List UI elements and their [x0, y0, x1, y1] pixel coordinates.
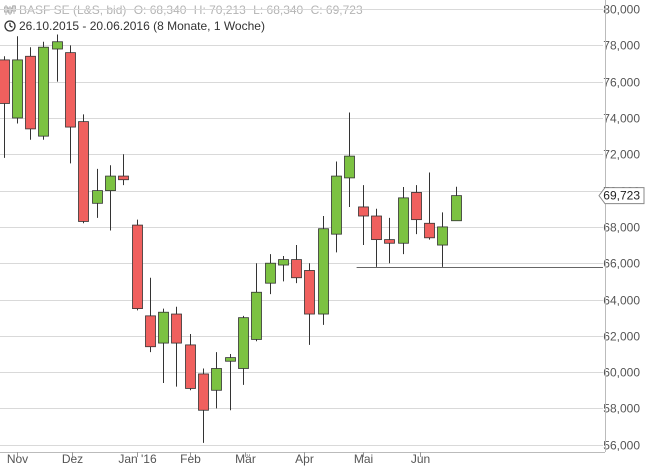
candle-body	[225, 357, 236, 362]
candle-body	[265, 262, 276, 284]
candle-body	[318, 228, 329, 315]
candle-body	[238, 317, 249, 369]
last-price-label: 69,723	[603, 189, 640, 203]
candle-body	[371, 215, 382, 241]
x-tick-label: Mai	[354, 452, 373, 466]
y-tick-label: 58,000	[603, 402, 640, 416]
candle-body	[437, 226, 448, 246]
candle-body	[0, 59, 10, 104]
candle-body	[52, 41, 63, 50]
y-tick-label: 64,000	[603, 294, 640, 308]
x-tick-label: Feb	[180, 452, 201, 466]
candle-body	[118, 175, 129, 181]
candle-body	[291, 259, 302, 279]
candle-body	[251, 291, 262, 340]
candle-body	[12, 59, 23, 119]
candle-body	[132, 224, 143, 309]
candle-body	[145, 315, 156, 348]
candle-body	[304, 270, 315, 315]
candle-body	[158, 311, 169, 344]
candle-body	[211, 368, 222, 391]
candle-body	[185, 344, 196, 389]
candle-body	[411, 192, 422, 221]
candle-body	[344, 155, 355, 179]
candle-body	[171, 313, 182, 344]
candle-body	[65, 52, 76, 128]
x-tick-label: Dez	[62, 452, 83, 466]
candle-body	[78, 121, 89, 222]
candle-body	[105, 175, 116, 192]
candle-body	[198, 373, 209, 411]
y-tick-label: 78,000	[603, 39, 640, 53]
y-tick-label: 76,000	[603, 76, 640, 90]
candle-body	[424, 222, 435, 239]
candle-body	[92, 190, 103, 204]
candle-body	[25, 55, 36, 130]
y-tick-label: 66,000	[603, 257, 640, 271]
candle-body	[358, 206, 369, 217]
candle-body	[384, 239, 395, 244]
y-tick-label: 60,000	[603, 366, 640, 380]
y-tick-label: 74,000	[603, 112, 640, 126]
candle-body	[398, 197, 409, 244]
x-tick-label: Jun	[411, 452, 430, 466]
period-text: 26.10.2015 - 20.06.2016 (8 Monate, 1 Woc…	[19, 19, 265, 33]
y-tick-label: 56,000	[603, 439, 640, 453]
y-tick-label: 72,000	[603, 148, 640, 162]
candle-body	[278, 259, 289, 266]
candle-body	[451, 195, 462, 222]
x-tick-label: Mär	[235, 452, 256, 466]
candle-body	[331, 175, 342, 235]
y-tick-label: 68,000	[603, 221, 640, 235]
last-price-badge	[598, 187, 645, 205]
x-tick-label: Jan '16	[118, 452, 157, 466]
y-tick-label: 80,000	[603, 3, 640, 17]
x-tick-label: Nov	[7, 452, 28, 466]
chart-period: 26.10.2015 - 20.06.2016 (8 Monate, 1 Woc…	[4, 19, 265, 33]
x-tick-label: Apr	[295, 452, 314, 466]
y-tick-label: 62,000	[603, 330, 640, 344]
clock-icon	[4, 20, 16, 32]
candle-body	[38, 46, 49, 137]
